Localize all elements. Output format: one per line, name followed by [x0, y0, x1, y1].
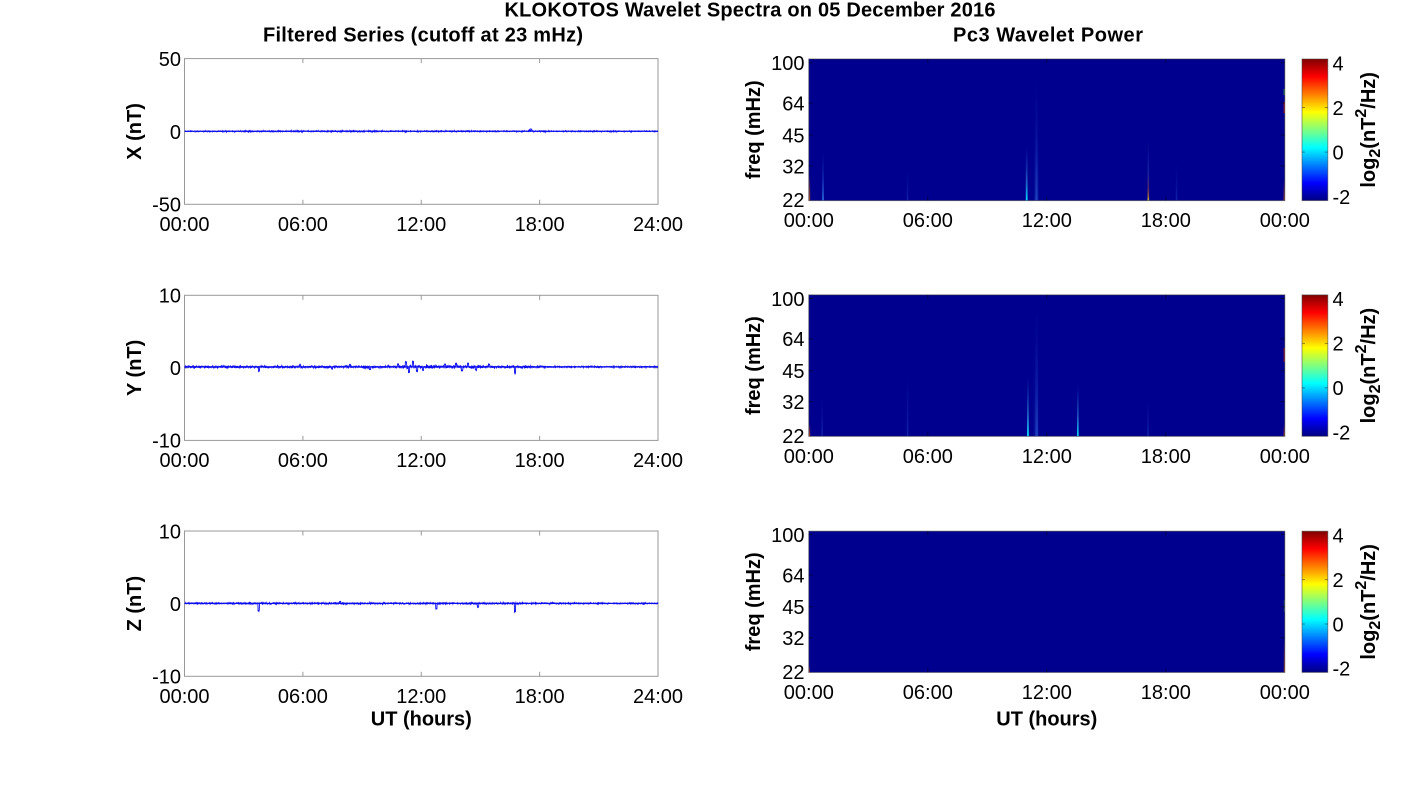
- svg-text:45: 45: [782, 361, 804, 383]
- svg-text:log2(nT2/Hz): log2(nT2/Hz): [1353, 72, 1384, 188]
- svg-text:Y (nT): Y (nT): [124, 340, 146, 396]
- svg-text:00:00: 00:00: [159, 450, 209, 472]
- svg-text:00:00: 00:00: [1260, 682, 1310, 704]
- svg-text:45: 45: [782, 597, 804, 619]
- svg-text:2: 2: [1333, 334, 1344, 356]
- svg-text:64: 64: [782, 94, 804, 116]
- svg-text:100: 100: [771, 53, 804, 75]
- svg-text:UT (hours): UT (hours): [996, 708, 1097, 730]
- svg-text:-50: -50: [152, 195, 181, 217]
- svg-text:06:00: 06:00: [278, 686, 328, 708]
- svg-text:18:00: 18:00: [1141, 210, 1191, 232]
- svg-text:64: 64: [782, 329, 804, 351]
- svg-text:06:00: 06:00: [903, 682, 953, 704]
- svg-text:18:00: 18:00: [515, 450, 565, 472]
- svg-text:4: 4: [1333, 53, 1344, 75]
- svg-text:-2: -2: [1333, 423, 1351, 445]
- svg-text:-2: -2: [1333, 659, 1351, 681]
- svg-text:UT (hours): UT (hours): [371, 708, 472, 730]
- svg-text:18:00: 18:00: [515, 214, 565, 236]
- svg-text:10: 10: [159, 521, 181, 543]
- svg-text:log2(nT2/Hz): log2(nT2/Hz): [1353, 544, 1384, 660]
- svg-text:06:00: 06:00: [903, 210, 953, 232]
- svg-text:12:00: 12:00: [396, 450, 446, 472]
- svg-text:00:00: 00:00: [784, 210, 834, 232]
- svg-text:log2(nT2/Hz): log2(nT2/Hz): [1353, 308, 1384, 424]
- svg-text:22: 22: [782, 426, 804, 448]
- svg-text:0: 0: [170, 594, 181, 616]
- svg-text:100: 100: [771, 525, 804, 547]
- svg-text:0: 0: [1333, 142, 1344, 164]
- svg-text:45: 45: [782, 125, 804, 147]
- svg-text:06:00: 06:00: [278, 450, 328, 472]
- svg-text:00:00: 00:00: [784, 446, 834, 468]
- svg-text:50: 50: [159, 49, 181, 71]
- svg-text:00:00: 00:00: [784, 682, 834, 704]
- svg-text:00:00: 00:00: [159, 214, 209, 236]
- svg-text:0: 0: [170, 122, 181, 144]
- svg-text:2: 2: [1333, 570, 1344, 592]
- svg-text:64: 64: [782, 565, 804, 587]
- svg-text:18:00: 18:00: [1141, 446, 1191, 468]
- svg-text:0: 0: [1333, 378, 1344, 400]
- svg-text:Pc3 Wavelet Power: Pc3 Wavelet Power: [953, 25, 1143, 47]
- svg-text:2: 2: [1333, 98, 1344, 120]
- svg-text:0: 0: [170, 358, 181, 380]
- svg-text:06:00: 06:00: [278, 214, 328, 236]
- svg-text:06:00: 06:00: [903, 446, 953, 468]
- svg-text:18:00: 18:00: [1141, 682, 1191, 704]
- svg-text:-10: -10: [152, 667, 181, 689]
- svg-text:32: 32: [782, 392, 804, 414]
- svg-text:22: 22: [782, 662, 804, 684]
- svg-text:-2: -2: [1333, 187, 1351, 209]
- svg-text:100: 100: [771, 289, 804, 311]
- svg-text:32: 32: [782, 156, 804, 178]
- svg-text:00:00: 00:00: [1260, 210, 1310, 232]
- svg-text:24:00: 24:00: [633, 214, 683, 236]
- svg-text:18:00: 18:00: [515, 686, 565, 708]
- svg-text:00:00: 00:00: [159, 686, 209, 708]
- svg-text:0: 0: [1333, 614, 1344, 636]
- svg-text:24:00: 24:00: [633, 450, 683, 472]
- svg-text:00:00: 00:00: [1260, 446, 1310, 468]
- svg-text:Filtered Series (cutoff at 23: Filtered Series (cutoff at 23 mHz): [263, 25, 583, 47]
- svg-text:freq (mHz): freq (mHz): [743, 552, 765, 651]
- svg-text:12:00: 12:00: [396, 214, 446, 236]
- svg-text:X (nT): X (nT): [124, 103, 146, 160]
- svg-text:-10: -10: [152, 431, 181, 453]
- svg-text:24:00: 24:00: [633, 686, 683, 708]
- svg-text:freq (mHz): freq (mHz): [743, 80, 765, 179]
- svg-text:4: 4: [1333, 526, 1344, 548]
- svg-text:KLOKOTOS Wavelet Spectra on 05: KLOKOTOS Wavelet Spectra on 05 December …: [505, 0, 996, 22]
- svg-text:22: 22: [782, 190, 804, 212]
- svg-text:12:00: 12:00: [1022, 446, 1072, 468]
- svg-text:freq (mHz): freq (mHz): [743, 316, 765, 415]
- svg-text:12:00: 12:00: [1022, 682, 1072, 704]
- svg-text:32: 32: [782, 628, 804, 650]
- svg-text:Z (nT): Z (nT): [124, 576, 146, 632]
- svg-text:12:00: 12:00: [1022, 210, 1072, 232]
- svg-text:12:00: 12:00: [396, 686, 446, 708]
- svg-text:4: 4: [1333, 289, 1344, 311]
- svg-text:10: 10: [159, 286, 181, 308]
